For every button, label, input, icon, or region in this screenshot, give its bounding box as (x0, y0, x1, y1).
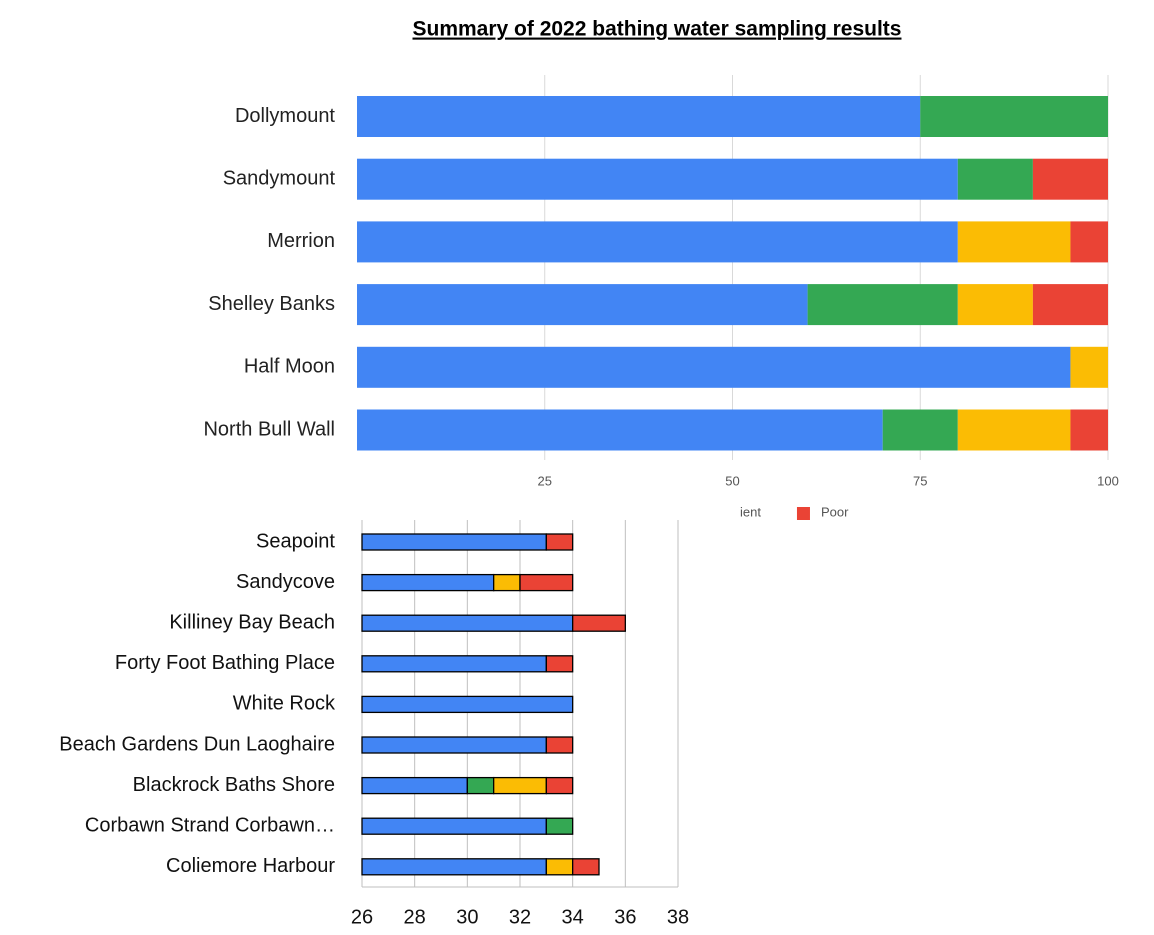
bar (361, 695, 574, 714)
y-tick-label: Forty Foot Bathing Place (115, 652, 335, 674)
bar (361, 533, 547, 551)
x-tick-label: 36 (614, 906, 636, 928)
bar (361, 614, 574, 632)
x-tick-label: 34 (562, 906, 584, 928)
bar (957, 158, 1033, 200)
chart: Summary of 2022 bathing water sampling r… (203, 18, 1119, 520)
bar (545, 736, 574, 754)
bar (807, 284, 958, 326)
x-tick-label: 50 (725, 473, 739, 488)
bar (493, 776, 547, 795)
bar (882, 409, 958, 451)
y-tick-label: Sandymount (223, 167, 336, 189)
bar (920, 96, 1108, 137)
bar (957, 409, 1071, 451)
bar (357, 221, 958, 263)
bar (1070, 409, 1108, 451)
chart-title: Summary of 2022 bathing water sampling r… (413, 18, 902, 41)
bar (957, 221, 1071, 263)
y-tick-label: Beach Gardens Dun Laoghaire (59, 733, 335, 755)
x-tick-label: 26 (351, 906, 373, 928)
y-tick-label: Half Moon (244, 356, 335, 378)
bar (361, 858, 547, 876)
y-tick-label: Blackrock Baths Shore (133, 774, 335, 796)
y-tick-label: Seapoint (256, 530, 335, 552)
bar (361, 655, 547, 673)
x-tick-label: 100 (1097, 473, 1119, 488)
bar (361, 817, 547, 835)
bar (357, 346, 1071, 388)
chart: 26 28 30 32 34 36 38 Seapoint Sandycove Killiney … (0, 500, 732, 935)
y-tick-label: North Bull Wall (203, 418, 335, 440)
x-tick-label: 38 (667, 906, 689, 928)
legend-label: ient (740, 504, 761, 519)
bar (357, 409, 883, 451)
y-tick-label: Sandycove (236, 571, 335, 593)
x-tick-label: 28 (404, 906, 426, 928)
x-tick-label: 32 (509, 906, 531, 928)
bar (357, 158, 958, 200)
bar (493, 573, 521, 592)
bar (361, 573, 495, 592)
bar (572, 614, 626, 632)
bar (361, 736, 547, 754)
bar (1070, 221, 1108, 263)
bar (466, 776, 495, 795)
bar (519, 573, 574, 592)
bar (357, 96, 921, 137)
legend-swatch (796, 507, 810, 520)
bar (545, 655, 574, 673)
y-tick-label: Killiney Bay Beach (169, 611, 335, 633)
y-tick-label: Dollymount (235, 105, 335, 127)
x-tick-label: 75 (913, 473, 927, 488)
y-tick-label: White Rock (233, 693, 336, 715)
bar (357, 284, 808, 326)
bar (957, 284, 1033, 326)
bar (1070, 346, 1108, 388)
bar (1032, 284, 1108, 326)
bar (545, 533, 574, 551)
x-tick-label: 25 (538, 473, 552, 488)
y-tick-label: Corbawn Strand Corbawn… (85, 814, 335, 836)
bar (361, 776, 468, 795)
y-tick-label: Shelley Banks (208, 293, 335, 315)
y-tick-label: Coliemore Harbour (166, 855, 335, 877)
bar (572, 858, 600, 876)
legend-label: Poor (821, 504, 849, 519)
y-tick-label: Merrion (267, 230, 335, 252)
bar (545, 858, 574, 876)
bar (1032, 158, 1108, 200)
bar (545, 817, 574, 835)
x-tick-label: 30 (456, 906, 478, 928)
bar (545, 776, 574, 795)
